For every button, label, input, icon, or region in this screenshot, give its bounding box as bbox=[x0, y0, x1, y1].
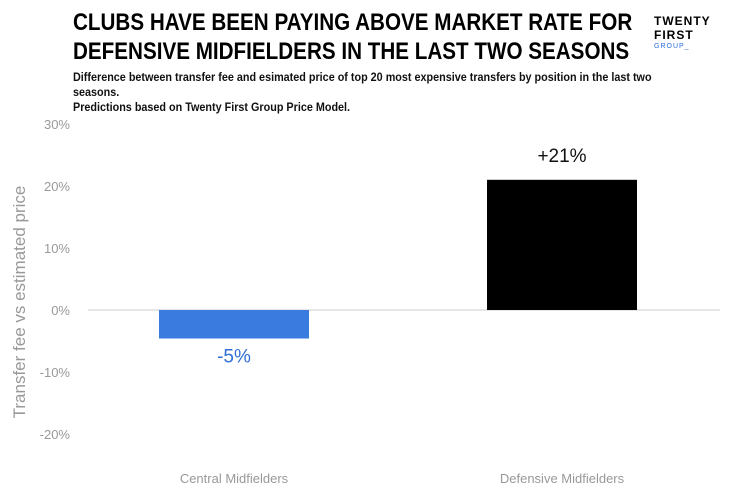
y-axis-label: Transfer fee vs estimated price bbox=[10, 186, 29, 419]
chart-title: CLUBS HAVE BEEN PAYING ABOVE MARKET RATE… bbox=[73, 8, 633, 66]
brand-logo: TWENTY FIRST GROUP_ bbox=[654, 14, 724, 52]
y-tick-label: 0% bbox=[51, 303, 70, 318]
chart-subtitle-line-1: Difference between transfer fee and esim… bbox=[73, 70, 652, 99]
chart-title-line-2: DEFENSIVE MIDFIELDERS IN THE LAST TWO SE… bbox=[73, 38, 630, 65]
chart-subtitle: Difference between transfer fee and esim… bbox=[73, 70, 667, 115]
bar-central-midfielders bbox=[159, 310, 309, 339]
data-label: -5% bbox=[217, 347, 251, 368]
chart-header: CLUBS HAVE BEEN PAYING ABOVE MARKET RATE… bbox=[73, 8, 633, 66]
bar-defensive-midfielders bbox=[487, 179, 637, 310]
data-labels: -5% +21% bbox=[217, 146, 587, 368]
logo-line-1: TWENTY bbox=[654, 14, 711, 28]
y-tick-label: -10% bbox=[40, 365, 71, 380]
x-axis-ticks: Central Midfielders Defensive Midfielders bbox=[180, 471, 625, 486]
chart-subtitle-line-2: Predictions based on Twenty First Group … bbox=[73, 100, 351, 114]
chart-title-line-1: CLUBS HAVE BEEN PAYING ABOVE MARKET RATE… bbox=[73, 9, 633, 36]
logo-line-2: FIRST bbox=[654, 28, 694, 42]
logo-line-3: GROUP_ bbox=[654, 43, 690, 50]
y-tick-label: 10% bbox=[44, 241, 70, 256]
x-tick-label: Central Midfielders bbox=[180, 471, 289, 486]
bars bbox=[159, 179, 637, 339]
x-tick-label: Defensive Midfielders bbox=[500, 471, 625, 486]
data-label: +21% bbox=[537, 146, 586, 167]
y-tick-label: -20% bbox=[40, 427, 71, 442]
y-tick-label: 30% bbox=[44, 117, 70, 132]
y-tick-label: 20% bbox=[44, 179, 70, 194]
